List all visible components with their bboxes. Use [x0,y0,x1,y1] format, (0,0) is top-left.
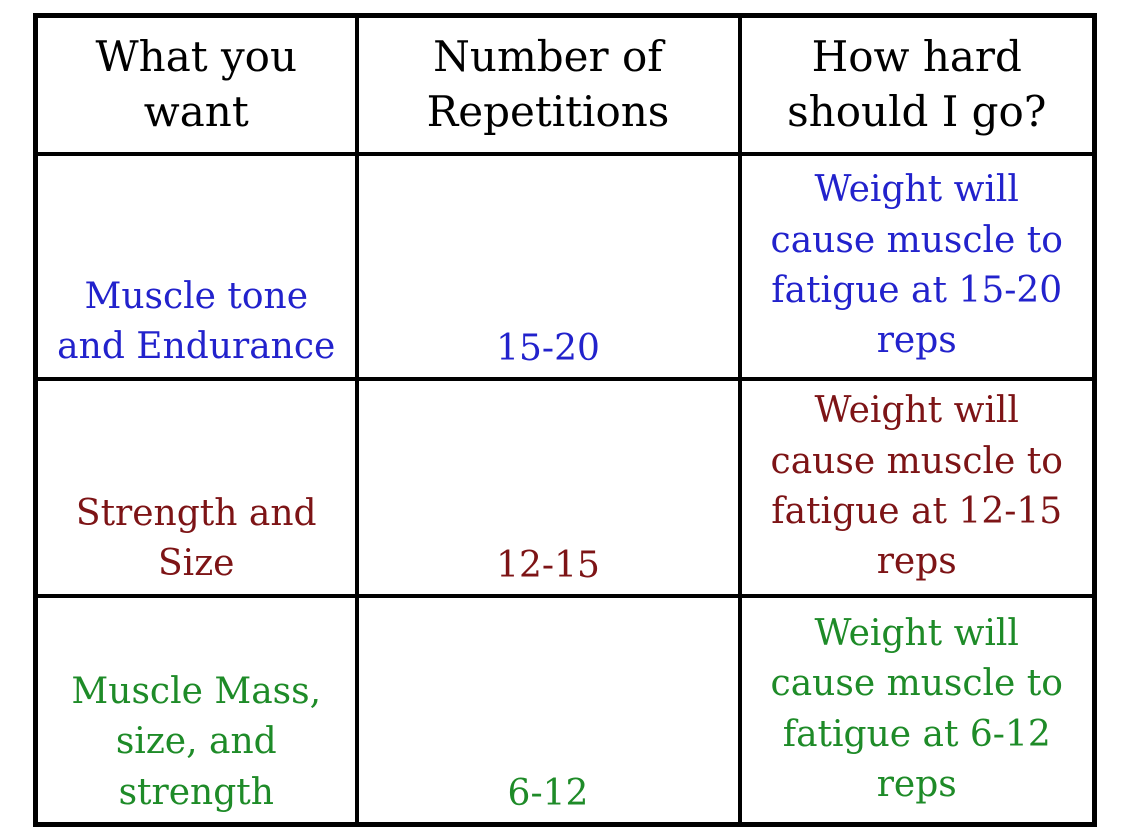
table-row-muscle-tone-endurance: Muscle tone and Endurance 15-20 Weight w… [33,151,1097,381]
goal-cell: Muscle Mass, size, and strength [33,593,359,827]
header-how-hard-should-i-go: How hard should I go? [737,13,1097,156]
table-row-strength-size: Strength and Size 12-15 Weight will caus… [33,376,1097,598]
intensity-cell: Weight will cause muscle to fatigue at 1… [737,376,1097,598]
header-row: What you want Number of Repetitions How … [33,13,1097,156]
goal-cell: Strength and Size [33,376,359,598]
reps-cell: 6-12 [354,593,742,827]
reps-cell: 15-20 [354,151,742,381]
workout-repetitions-table: What you want Number of Repetitions How … [33,13,1097,827]
reps-cell: 12-15 [354,376,742,598]
table-row-muscle-mass: Muscle Mass, size, and strength 6-12 Wei… [33,593,1097,827]
goal-cell: Muscle tone and Endurance [33,151,359,381]
intensity-cell: Weight will cause muscle to fatigue at 1… [737,151,1097,381]
header-number-of-repetitions: Number of Repetitions [354,13,742,156]
header-what-you-want: What you want [33,13,359,156]
intensity-cell: Weight will cause muscle to fatigue at 6… [737,593,1097,827]
